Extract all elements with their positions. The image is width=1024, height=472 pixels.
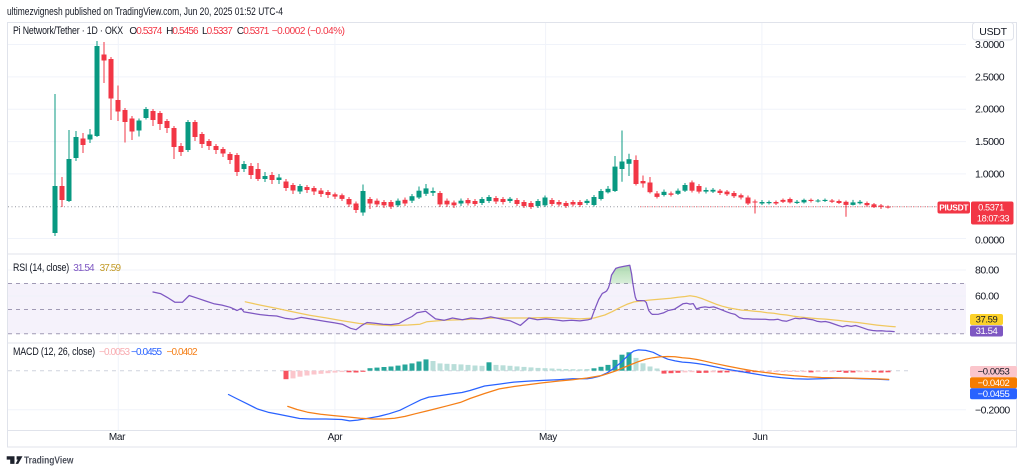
svg-text:Apr: Apr: [328, 432, 344, 443]
svg-text:0.5371: 0.5371: [978, 203, 1004, 213]
svg-text:C0.5371: C0.5371: [237, 26, 270, 37]
svg-text:Jun: Jun: [752, 432, 767, 443]
svg-text:31.54: 31.54: [73, 263, 95, 274]
svg-text:37.59: 37.59: [100, 263, 122, 274]
svg-text:2.0000: 2.0000: [975, 104, 1005, 116]
svg-text:1.5000: 1.5000: [975, 136, 1005, 148]
svg-text:USDT: USDT: [979, 26, 1007, 38]
svg-text:PIUSDT: PIUSDT: [939, 203, 969, 213]
svg-text:−0.0402: −0.0402: [978, 378, 1010, 389]
svg-text:L0.5337: L0.5337: [202, 26, 233, 37]
svg-text:Pi Network/Tether · 1D · OKX: Pi Network/Tether · 1D · OKX: [13, 25, 124, 37]
svg-text:−0.0455: −0.0455: [131, 347, 162, 358]
svg-text:0.0000: 0.0000: [975, 235, 1005, 247]
svg-text:−0.0053: −0.0053: [99, 347, 130, 358]
svg-text:−0.0053: −0.0053: [978, 367, 1010, 378]
svg-text:18:07:33: 18:07:33: [977, 213, 1010, 223]
svg-text:MACD (12, 26, close): MACD (12, 26, close): [13, 346, 95, 358]
svg-text:80.00: 80.00: [975, 265, 999, 277]
svg-text:3.0000: 3.0000: [975, 39, 1005, 51]
svg-text:H0.5456: H0.5456: [166, 26, 199, 37]
svg-text:2.5000: 2.5000: [975, 71, 1005, 83]
svg-text:60.00: 60.00: [975, 291, 999, 303]
svg-text:ultimezvignesh published on Tr: ultimezvignesh published on TradingView.…: [7, 6, 283, 18]
svg-text:−0.0002 (−0.04%): −0.0002 (−0.04%): [272, 26, 345, 37]
svg-text:Mar: Mar: [109, 432, 126, 443]
svg-text:−0.0402: −0.0402: [167, 347, 198, 358]
svg-text:May: May: [539, 432, 557, 443]
svg-text:37.59: 37.59: [976, 315, 998, 326]
svg-text:1.0000: 1.0000: [975, 168, 1005, 180]
svg-text:RSI (14, close): RSI (14, close): [13, 262, 69, 274]
svg-text:O0.5374: O0.5374: [129, 26, 162, 37]
svg-text:−0.2000: −0.2000: [975, 404, 1010, 416]
svg-text:−0.0455: −0.0455: [978, 389, 1010, 400]
svg-text:31.54: 31.54: [976, 326, 998, 337]
svg-text:TradingView: TradingView: [24, 455, 74, 466]
